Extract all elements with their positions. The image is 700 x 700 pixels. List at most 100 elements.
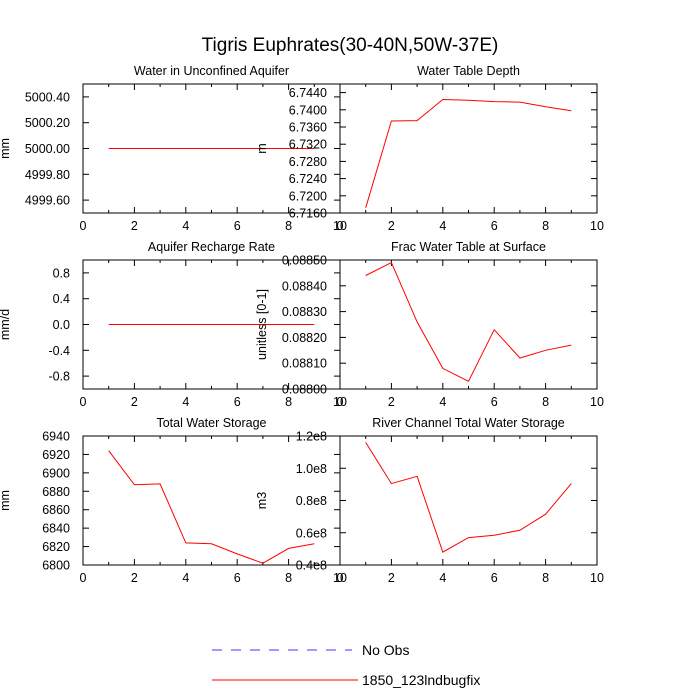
- panel-title: Total Water Storage: [156, 416, 266, 430]
- x-tick-label: 8: [285, 571, 292, 585]
- y-tick-label: 6.7400: [289, 103, 327, 117]
- y-axis-label: mm: [0, 490, 12, 511]
- y-tick-label: 0.8: [53, 266, 70, 280]
- x-tick-label: 10: [590, 571, 604, 585]
- legend-label-model: 1850_123lndbugfix: [362, 672, 480, 688]
- y-axis-label: m: [255, 143, 269, 153]
- x-tick-label: 0: [337, 395, 344, 409]
- y-tick-label: 1.0e8: [296, 462, 327, 476]
- y-tick-label: 0.4e8: [296, 559, 327, 573]
- y-tick-label: 0.08840: [282, 279, 327, 293]
- y-tick-label: 6.7320: [289, 138, 327, 152]
- x-tick-label: 2: [388, 219, 395, 233]
- y-tick-label: -0.4: [48, 344, 70, 358]
- x-tick-label: 6: [491, 219, 498, 233]
- y-tick-label: 6800: [42, 559, 70, 573]
- x-tick-label: 4: [439, 219, 446, 233]
- y-tick-label: 6920: [42, 448, 70, 462]
- y-tick-label: 0.6e8: [296, 526, 327, 540]
- plot-frame: [339, 83, 598, 214]
- x-tick-label: 10: [333, 219, 347, 233]
- x-tick-label: 6: [491, 571, 498, 585]
- plot-frame: [339, 435, 598, 566]
- chart-panel-5: Total Water Storage mm 0 2 4 6 8 10 6800 6820 6840…: [0, 416, 347, 585]
- x-tick-label: 2: [131, 395, 138, 409]
- x-tick-label: 10: [333, 395, 347, 409]
- x-tick-label: 0: [80, 219, 87, 233]
- x-tick-label: 2: [388, 571, 395, 585]
- y-tick-label: 6.7200: [289, 189, 327, 203]
- chart-panel-4: Frac Water Table at Surface unitless [0-1…: [255, 240, 604, 409]
- panel-title: Water Table Depth: [417, 64, 520, 78]
- legend-label-no-obs: No Obs: [362, 642, 409, 658]
- y-tick-label: 5000.40: [25, 90, 70, 104]
- y-axis-label: mm/d: [0, 309, 12, 340]
- panel-title: Water in Unconfined Aquifer: [134, 64, 289, 78]
- y-tick-label: 0.08820: [282, 331, 327, 345]
- y-tick-label: 0.08810: [282, 357, 327, 371]
- legend: No Obs 1850_123lndbugfix: [212, 642, 480, 688]
- y-tick-label: 6880: [42, 485, 70, 499]
- x-tick-label: 0: [337, 219, 344, 233]
- series-line: [365, 98, 572, 208]
- y-tick-label: 4999.60: [25, 194, 70, 208]
- x-tick-label: 2: [131, 571, 138, 585]
- x-tick-label: 2: [388, 395, 395, 409]
- x-tick-label: 6: [234, 395, 241, 409]
- series-line: [365, 442, 572, 553]
- y-tick-label: 6.7440: [289, 86, 327, 100]
- plot-frame: [339, 259, 598, 390]
- x-tick-label: 8: [285, 219, 292, 233]
- y-tick-label: 6860: [42, 503, 70, 517]
- series-line: [108, 450, 315, 564]
- x-tick-label: 8: [285, 395, 292, 409]
- x-tick-label: 10: [333, 571, 347, 585]
- x-tick-label: 10: [590, 395, 604, 409]
- y-tick-label: 6820: [42, 540, 70, 554]
- x-tick-label: 8: [542, 395, 549, 409]
- x-tick-label: 6: [491, 395, 498, 409]
- x-tick-label: 2: [131, 219, 138, 233]
- page-title: Tigris Euphrates(30-40N,50W-37E): [202, 35, 499, 56]
- x-tick-label: 6: [234, 219, 241, 233]
- chart-panels: Water in Unconfined Aquifer mm 0 2 4 6 8 10 4999…: [0, 64, 604, 585]
- panel-title: Aquifer Recharge Rate: [148, 240, 275, 254]
- y-tick-label: 6840: [42, 522, 70, 536]
- y-axis-label: m3: [255, 492, 269, 509]
- y-tick-label: 0.8e8: [296, 494, 327, 508]
- x-tick-label: 8: [542, 571, 549, 585]
- y-axis-label: mm: [0, 138, 12, 159]
- y-tick-label: 1.2e8: [296, 430, 327, 444]
- y-tick-label: -0.8: [48, 370, 70, 384]
- y-tick-label: 6.7280: [289, 155, 327, 169]
- y-tick-label: 6.7160: [289, 207, 327, 221]
- x-tick-label: 4: [182, 571, 189, 585]
- x-tick-label: 0: [337, 571, 344, 585]
- chart-panel-6: River Channel Total Water Storage m3 0 2 4 6 8…: [255, 416, 604, 585]
- x-tick-label: 0: [80, 395, 87, 409]
- y-tick-label: 6.7240: [289, 172, 327, 186]
- chart-panel-3: Aquifer Recharge Rate mm/d 0 2 4 6 8 10 -0.8 -0.4…: [0, 240, 347, 409]
- y-tick-label: 6900: [42, 466, 70, 480]
- x-tick-label: 10: [590, 219, 604, 233]
- y-tick-label: 4999.80: [25, 168, 70, 182]
- y-tick-label: 0.4: [53, 292, 70, 306]
- y-tick-label: 0.08850: [282, 254, 327, 268]
- y-tick-label: 0.08800: [282, 383, 327, 397]
- y-tick-label: 6.7360: [289, 121, 327, 135]
- x-tick-label: 6: [234, 571, 241, 585]
- panel-title: River Channel Total Water Storage: [372, 416, 565, 430]
- x-tick-label: 4: [439, 395, 446, 409]
- panel-title: Frac Water Table at Surface: [391, 240, 546, 254]
- y-tick-label: 5000.00: [25, 142, 70, 156]
- x-tick-label: 4: [439, 571, 446, 585]
- y-tick-label: 0.0: [53, 318, 70, 332]
- series-line: [365, 261, 572, 382]
- chart-panel-1: Water in Unconfined Aquifer mm 0 2 4 6 8 10 4999…: [0, 64, 347, 233]
- chart-panel-2: Water Table Depth m 0 2 4 6 8 10 6.7160 6.7200 6.7…: [255, 64, 604, 233]
- x-tick-label: 8: [542, 219, 549, 233]
- x-tick-label: 0: [80, 571, 87, 585]
- x-tick-label: 4: [182, 219, 189, 233]
- y-tick-label: 0.08830: [282, 305, 327, 319]
